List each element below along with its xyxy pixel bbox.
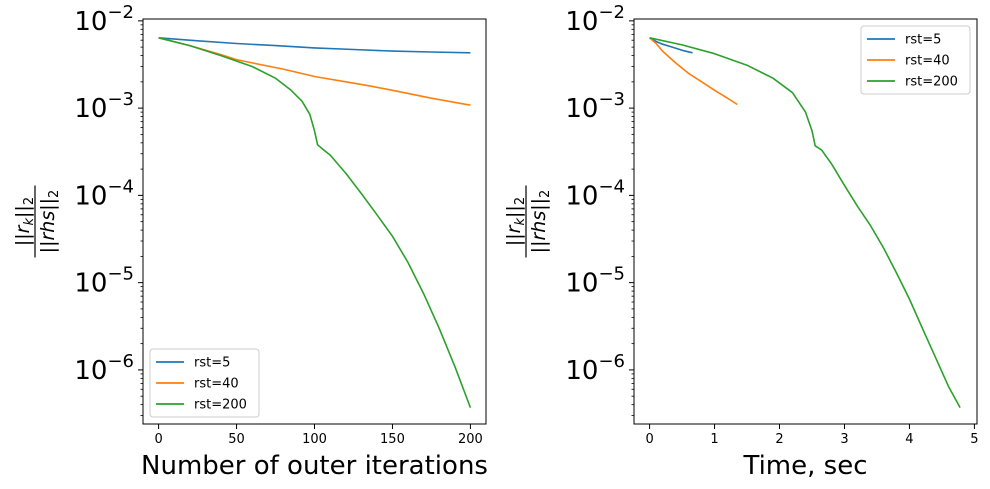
legend-frame [149, 348, 260, 418]
series-line-rst=200 [158, 37, 472, 408]
legend: rst=5 rst=40 rst=200 [860, 25, 971, 95]
chart-2: 10−2 10−3 10−4 10−5 10−6 0 1 2 3 4 5 Time, sec ||rk|… [503, 2, 979, 481]
y-tick-label: 10−3 [74, 89, 134, 124]
legend-entry: rst=200 [194, 398, 247, 413]
legend: rst=5 rst=40 rst=200 [149, 348, 260, 418]
x-tick-label: 5 [970, 432, 978, 447]
y-tick-label: 10−2 [565, 2, 625, 37]
y-axis-title: ||rk||2||rhs||2 [503, 185, 553, 258]
y-tick-label: 10−3 [565, 89, 625, 124]
x-tick-label: 200 [458, 432, 483, 447]
x-tick-label: 150 [380, 432, 405, 447]
legend-entry: rst=40 [905, 54, 950, 69]
x-tick-label: 2 [775, 432, 783, 447]
y-tick-label: 10−6 [565, 351, 625, 386]
legend-entry: rst=40 [194, 377, 239, 392]
y-axis-title-denominator: ||rhs||2 [528, 190, 553, 254]
legend-entry: rst=5 [905, 33, 941, 48]
y-tick-label: 10−4 [74, 176, 134, 211]
legend-entry: rst=200 [905, 75, 958, 90]
series-line-rst=5 [158, 37, 471, 54]
x-axis-title: Time, sec [743, 451, 868, 481]
legend-entry: rst=5 [194, 356, 230, 371]
series-line-rst=5 [649, 37, 693, 54]
y-tick-label: 10−5 [565, 264, 625, 299]
x-tick-label: 4 [905, 432, 913, 447]
y-tick-label: 10−6 [74, 351, 134, 386]
x-tick-label: 0 [645, 432, 653, 447]
y-tick-label: 10−2 [74, 2, 134, 37]
y-tick-label: 10−4 [565, 176, 625, 211]
x-tick-label: 100 [302, 432, 327, 447]
x-tick-label: 1 [710, 432, 718, 447]
legend-frame [860, 25, 971, 95]
x-tick-label: 50 [228, 432, 245, 447]
y-tick-label: 10−5 [74, 264, 134, 299]
series-line-rst=40 [649, 37, 738, 106]
x-tick-label: 0 [154, 432, 162, 447]
x-tick-label: 3 [840, 432, 848, 447]
series-line-rst=200 [649, 37, 961, 408]
chart-1: 10−2 10−3 10−4 10−5 10−6 0 50 100 150 200 Number o… [12, 2, 488, 481]
y-axis-title-denominator: ||rhs||2 [37, 190, 62, 254]
x-axis-title: Number of outer iterations [141, 451, 488, 481]
